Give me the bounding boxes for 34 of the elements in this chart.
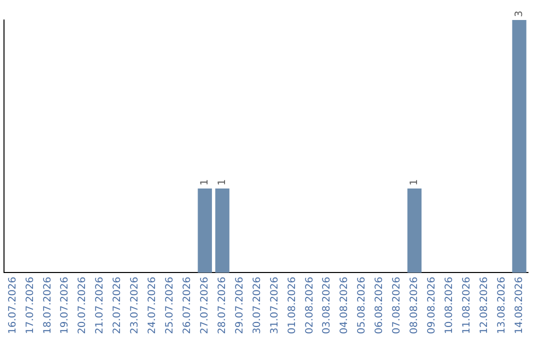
x-tick-label: 21.07.2026 [94, 276, 106, 334]
x-tick-label: 10.08.2026 [444, 276, 455, 334]
x-tick-label: 24.07.2026 [147, 276, 158, 334]
x-tick-label: 04.08.2026 [339, 276, 350, 334]
x-tick-label: 29.07.2026 [234, 276, 246, 334]
data-label: 1 [199, 179, 210, 186]
x-tick-label: 28.07.2026 [216, 276, 228, 334]
x-tick-label: 11.08.2026 [461, 276, 472, 334]
x-tick-label: 17.07.2026 [24, 276, 36, 334]
x-tick-label: 05.08.2026 [356, 276, 368, 334]
x-tick-label: 22.07.2026 [112, 276, 124, 334]
x-tick-label: 12.08.2026 [478, 276, 490, 334]
x-tick-label: 08.08.2026 [409, 276, 420, 334]
x-tick-label: 06.08.2026 [374, 276, 386, 334]
x-tick-label: 02.08.2026 [304, 276, 316, 334]
x-tick-label: 09.08.2026 [426, 276, 438, 334]
x-tick-label: 14.08.2026 [514, 276, 525, 334]
x-tick-label: 27.07.2026 [199, 276, 210, 334]
data-label: 1 [409, 179, 420, 186]
x-tick-label: 16.07.2026 [7, 276, 18, 334]
data-label: 3 [514, 10, 525, 17]
x-tick-label: 25.07.2026 [164, 276, 176, 334]
x-tick-label: 23.07.2026 [130, 276, 141, 334]
x-tick-label: 01.08.2026 [286, 276, 298, 334]
x-tick-label: 18.07.2026 [42, 276, 54, 334]
x-tick-label: 03.08.2026 [322, 276, 333, 334]
x-tick-label: 19.07.2026 [60, 276, 71, 334]
x-tick-label: 30.07.2026 [252, 276, 263, 334]
x-tick-label: 07.08.2026 [392, 276, 403, 334]
x-tick-label: 26.07.2026 [182, 276, 193, 334]
data-label: 1 [216, 179, 228, 186]
x-tick-label: 20.07.2026 [77, 276, 88, 334]
x-tick-label: 31.07.2026 [269, 276, 280, 334]
x-tick-label: 13.08.2026 [496, 276, 508, 334]
